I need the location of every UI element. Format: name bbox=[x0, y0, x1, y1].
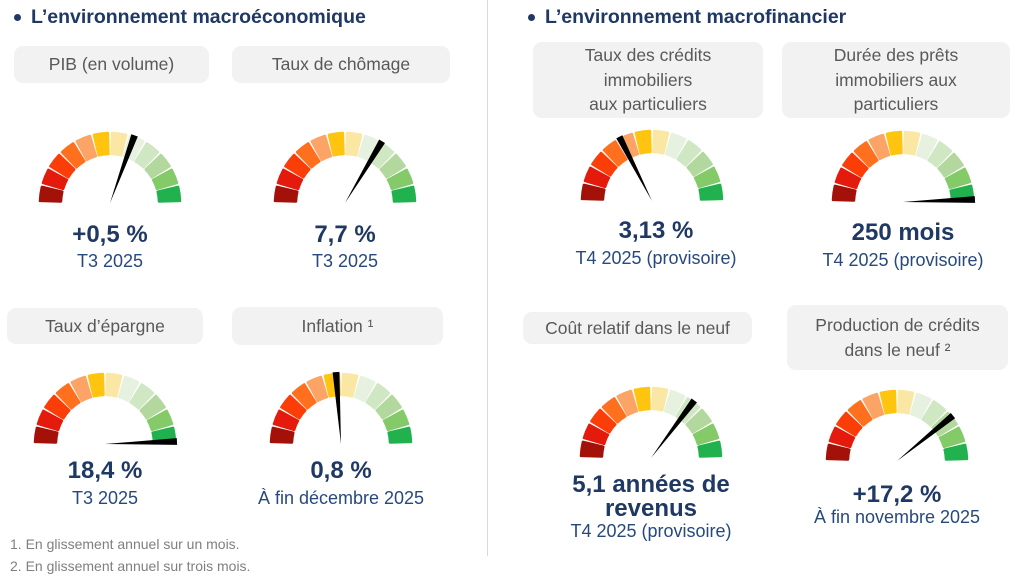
gauge-chart-svg bbox=[33, 372, 178, 445]
gauge-inflation bbox=[261, 358, 421, 453]
gauge-taux-credits-immobiliers bbox=[572, 115, 732, 210]
period-duree-prets: T4 2025 (provisoire) bbox=[822, 250, 984, 270]
indicator-label-taux-depargne: Taux d’épargne bbox=[7, 308, 203, 344]
bullet-icon bbox=[14, 14, 21, 21]
gauge-chart-svg bbox=[273, 131, 417, 203]
period-cout-relatif-neuf: T4 2025 (provisoire) bbox=[570, 521, 732, 541]
gauge-chart-svg bbox=[831, 130, 976, 203]
gauge-pib bbox=[30, 117, 190, 212]
value-inflation: 0,8 % bbox=[310, 457, 372, 484]
period-production-credits-neuf: À fin novembre 2025 bbox=[813, 507, 981, 527]
gauge-taux-depargne bbox=[25, 358, 185, 453]
vertical-divider bbox=[487, 0, 488, 556]
period-taux-depargne: T3 2025 bbox=[71, 488, 139, 508]
value-taux-depargne: 18,4 % bbox=[67, 457, 143, 484]
gauge-production-credits-neuf bbox=[817, 375, 977, 470]
gauge-taux-de-chomage bbox=[265, 117, 425, 212]
period-taux-de-chomage: T3 2025 bbox=[311, 251, 379, 271]
period-inflation: À fin décembre 2025 bbox=[257, 488, 425, 508]
footnote-1: 1. En glissement annuel sur un mois. bbox=[10, 536, 240, 552]
section-title: L’environnement macroéconomique bbox=[31, 6, 366, 28]
indicator-label-cout-relatif-neuf: Coût relatif dans le neuf bbox=[523, 312, 752, 344]
gauge-chart-svg bbox=[269, 371, 413, 444]
footnote-2: 2. En glissement annuel sur trois mois. bbox=[10, 558, 251, 574]
value-duree-prets: 250 mois bbox=[851, 219, 955, 246]
value-cout-relatif-neuf: 5,1 années de revenus bbox=[572, 471, 730, 523]
gauge-cout-relatif-neuf bbox=[571, 372, 731, 467]
gauge-chart-svg bbox=[579, 386, 723, 458]
indicator-label-taux-credits-immobiliers: Taux des crédits immobiliers aux particu… bbox=[533, 42, 763, 118]
section-header-macroeconomique: L’environnement macroéconomique bbox=[14, 6, 366, 29]
gauge-chart-svg bbox=[580, 129, 724, 201]
indicator-label-pib: PIB (en volume) bbox=[14, 46, 209, 83]
indicator-label-taux-de-chomage: Taux de chômage bbox=[232, 46, 450, 83]
gauge-chart-svg bbox=[38, 131, 182, 203]
value-taux-de-chomage: 7,7 % bbox=[314, 221, 376, 248]
period-pib: T3 2025 bbox=[76, 251, 144, 271]
gauge-duree-prets bbox=[823, 116, 983, 211]
value-production-credits-neuf: +17,2 % bbox=[852, 481, 942, 508]
indicator-label-duree-prets: Durée des prêts immobiliers aux particul… bbox=[782, 42, 1010, 118]
value-pib: +0,5 % bbox=[72, 221, 148, 248]
section-title: L’environnement macrofinancier bbox=[545, 6, 847, 28]
period-taux-credits-immobiliers: T4 2025 (provisoire) bbox=[575, 248, 737, 268]
indicator-label-inflation: Inflation ¹ bbox=[232, 307, 443, 345]
value-taux-credits-immobiliers: 3,13 % bbox=[618, 217, 694, 244]
gauge-chart-svg bbox=[825, 389, 969, 461]
section-header-macrofinancier: L’environnement macrofinancier bbox=[528, 6, 846, 29]
bullet-icon bbox=[528, 14, 535, 21]
indicator-label-production-credits-neuf: Production de crédits dans le neuf ² bbox=[787, 305, 1008, 370]
